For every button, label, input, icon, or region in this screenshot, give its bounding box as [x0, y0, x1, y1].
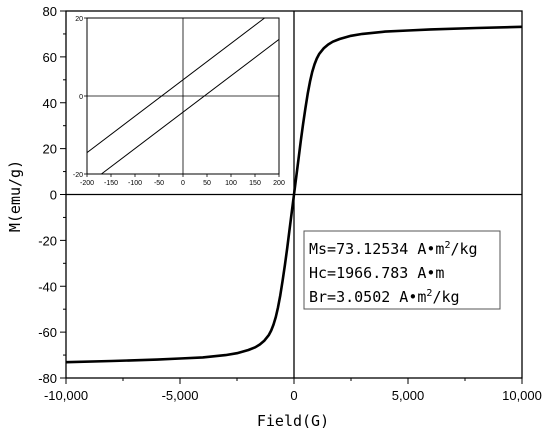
hysteresis-curve	[65, 25, 523, 364]
x-tick-label: 10,000	[502, 388, 542, 403]
y-tick-label: -20	[38, 233, 57, 248]
annotation-line: Br=3.0502 A•m2/kg	[309, 288, 460, 306]
y-tick-label: 20	[43, 142, 57, 157]
inset-y-tick-label: 0	[79, 94, 83, 101]
annotation-box-frame	[303, 230, 501, 310]
main-plot: -10,000 -5,000 0 5,000 10,000-80-60-40-20020…	[38, 4, 542, 403]
annotation-line: Ms=73.12534 A•m2/kg	[309, 240, 478, 258]
inset-x-tick-label: -150	[104, 180, 118, 187]
annotation-text: Ms=73.12534 A•m	[309, 240, 444, 258]
y-tick-label: -60	[38, 325, 57, 340]
inset-x-tick-label: -50	[154, 180, 164, 187]
inset-branch-line	[86, 17, 265, 153]
inset-y-tick-label: 20	[75, 16, 83, 23]
inset-x-tick-label: -200	[80, 180, 94, 187]
annotation-text: Hc=1966.783 A•m	[309, 264, 444, 282]
y-tick-label: -80	[38, 371, 57, 386]
inset-y-tick-label: -20	[73, 172, 83, 179]
annotation-superscript: 2	[444, 240, 450, 251]
annotation-text: /kg	[432, 288, 459, 306]
x-tick-label: 5,000	[392, 388, 425, 403]
inset-x-tick-label: 0	[181, 180, 185, 187]
annotation-text: /kg	[451, 240, 478, 258]
inset-x-tick-label: 150	[249, 180, 261, 187]
inset-x-tick-label: 100	[225, 180, 237, 187]
annotation-text: Br=3.0502 A•m	[309, 288, 426, 306]
annotation-line: Hc=1966.783 A•m	[309, 264, 444, 282]
x-tick-label: -5,000	[162, 388, 199, 403]
inset-x-tick-label: -100	[128, 180, 142, 187]
y-tick-label: 40	[43, 96, 57, 111]
y-tick-label: -40	[38, 279, 57, 294]
inset-x-tick-label: 50	[203, 180, 211, 187]
y-axis-label: M(emu/g)	[6, 160, 24, 232]
y-tick-label: 60	[43, 50, 57, 65]
annotation-superscript: 2	[426, 288, 432, 299]
y-tick-label: 0	[50, 188, 57, 203]
y-tick-label: 80	[43, 4, 57, 19]
x-axis-label: Field(G)	[257, 412, 329, 430]
inset-branch-line	[101, 39, 280, 175]
inset-x-tick-label: 200	[273, 180, 285, 187]
x-tick-label: -10,000	[44, 388, 88, 403]
x-tick-label: 0	[290, 388, 297, 403]
